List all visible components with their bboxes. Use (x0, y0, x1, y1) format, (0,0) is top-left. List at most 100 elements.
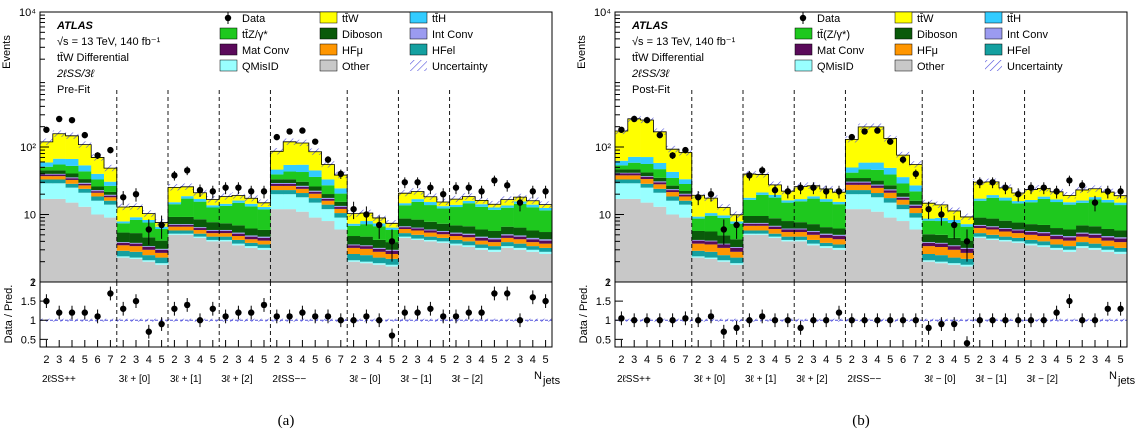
bar-intconv-6 (116, 242, 130, 243)
bar-qmisid-9 (730, 263, 744, 265)
bar-intconv-29 (986, 226, 1000, 228)
ratio-point-13 (784, 317, 791, 324)
region-label: 3ℓ + [2] (796, 374, 828, 385)
bar-other-22 (321, 221, 335, 282)
bar-tth-24 (347, 223, 361, 226)
ratio-point-11 (759, 313, 766, 320)
bar-matconv-35 (1063, 237, 1077, 241)
bar-hf-38 (526, 242, 540, 247)
ratio-point-1 (56, 309, 63, 316)
ytick-label: 10 (24, 210, 36, 222)
bar-hf-0 (40, 176, 54, 180)
bar-hfel-37 (513, 243, 527, 248)
bar-intconv-18 (270, 182, 284, 185)
bar-other-28 (398, 237, 412, 282)
bar-tth-7 (704, 213, 718, 216)
xtick-label: 3 (415, 354, 421, 366)
bar-ttz-18 (845, 172, 859, 179)
bar-hf-16 (244, 239, 258, 243)
bar-intconv-28 (398, 226, 412, 228)
bar-ttz-18 (270, 174, 284, 180)
bar-hfel-33 (462, 241, 476, 246)
bar-ttz-25 (935, 221, 949, 235)
bar-tth-23 (334, 188, 348, 194)
bar-hf-28 (398, 228, 412, 234)
bar-matconv-18 (845, 182, 859, 185)
bar-tth-18 (845, 167, 859, 173)
bar-diboson-10 (743, 216, 757, 223)
bar-other-1 (52, 198, 66, 282)
bar-tth-36 (500, 205, 514, 208)
xtick-label: 4 (1002, 354, 1008, 366)
xtick-label: 6 (900, 354, 906, 366)
bar-other-30 (999, 241, 1013, 282)
bar-diboson-25 (360, 236, 374, 246)
xtick-label: 5 (1066, 354, 1072, 366)
bar-diboson-11 (755, 216, 769, 223)
bar-ttz-39 (1114, 205, 1127, 231)
bar-diboson-34 (475, 229, 489, 237)
data-point-3 (656, 131, 663, 139)
x-title: N (534, 370, 542, 382)
xtick-label: 4 (721, 354, 727, 366)
bar-hfel-4 (666, 196, 680, 201)
bar-qmisid-9 (155, 263, 169, 265)
energy-label: √s = 13 TeV, 140 fb⁻¹ (57, 36, 161, 48)
bar-intconv-9 (730, 247, 744, 248)
bar-qmisid-4 (91, 200, 105, 215)
bar-intconv-20 (296, 185, 310, 187)
bar-qmisid-10 (168, 233, 182, 235)
bar-other-12 (768, 237, 782, 282)
bar-ttw-2 (65, 135, 79, 159)
data-point-37 (1091, 199, 1099, 206)
ratio-point-36 (504, 290, 511, 297)
bar-diboson-0 (40, 170, 54, 174)
bar-hf-39 (539, 243, 552, 248)
lower-y-title: Data / Pred. (3, 285, 15, 344)
bar-hfel-26 (947, 257, 961, 264)
bar-diboson-6 (691, 230, 705, 240)
bar-tth-10 (743, 197, 757, 200)
bar-qmisid-37 (1088, 247, 1102, 250)
legend-label-matconv: Mat Conv (817, 45, 865, 57)
bar-other-32 (449, 245, 463, 282)
xtick-label: 5 (159, 354, 165, 366)
ratio-point-21 (312, 313, 319, 320)
bar-hfel-32 (449, 239, 463, 244)
bar-ttw-7 (704, 198, 718, 214)
data-point-28 (976, 179, 983, 186)
analysis-label: tt̄W Differential (632, 52, 704, 64)
bar-hf-29 (986, 229, 1000, 235)
bar-ttz-0 (615, 165, 629, 170)
bar-intconv-24 (922, 242, 936, 243)
bar-diboson-14 (794, 222, 808, 229)
bar-hf-0 (615, 175, 629, 180)
bar-other-19 (283, 209, 297, 282)
ratio-point-34 (1053, 309, 1060, 316)
bar-diboson-26 (372, 239, 386, 248)
bar-matconv-38 (526, 239, 540, 243)
bar-hf-10 (743, 225, 757, 231)
data-point-24 (925, 205, 932, 213)
bar-matconv-37 (513, 236, 527, 240)
bar-intconv-32 (1024, 230, 1038, 233)
bar-ttz-19 (283, 171, 297, 180)
bar-other-3 (78, 206, 92, 282)
bar-hf-25 (360, 248, 374, 256)
bar-matconv-11 (755, 223, 769, 226)
bar-ttw-2 (640, 120, 654, 158)
bar-ttz-10 (168, 204, 182, 217)
bar-ttw-6 (691, 195, 705, 217)
bar-tth-34 (475, 204, 489, 207)
bar-ttz-39 (539, 210, 552, 233)
bar-other-10 (743, 234, 757, 282)
ratio-point-2 (643, 317, 651, 324)
bar-hf-4 (666, 192, 680, 197)
bar-diboson-5 (104, 191, 118, 195)
legend-label-other: Other (342, 61, 370, 73)
bar-tth-4 (91, 173, 105, 180)
region-label: 2ℓSS++ (42, 374, 76, 385)
bar-other-19 (858, 209, 872, 282)
bar-hf-6 (691, 243, 705, 251)
bar-other-18 (845, 209, 859, 282)
